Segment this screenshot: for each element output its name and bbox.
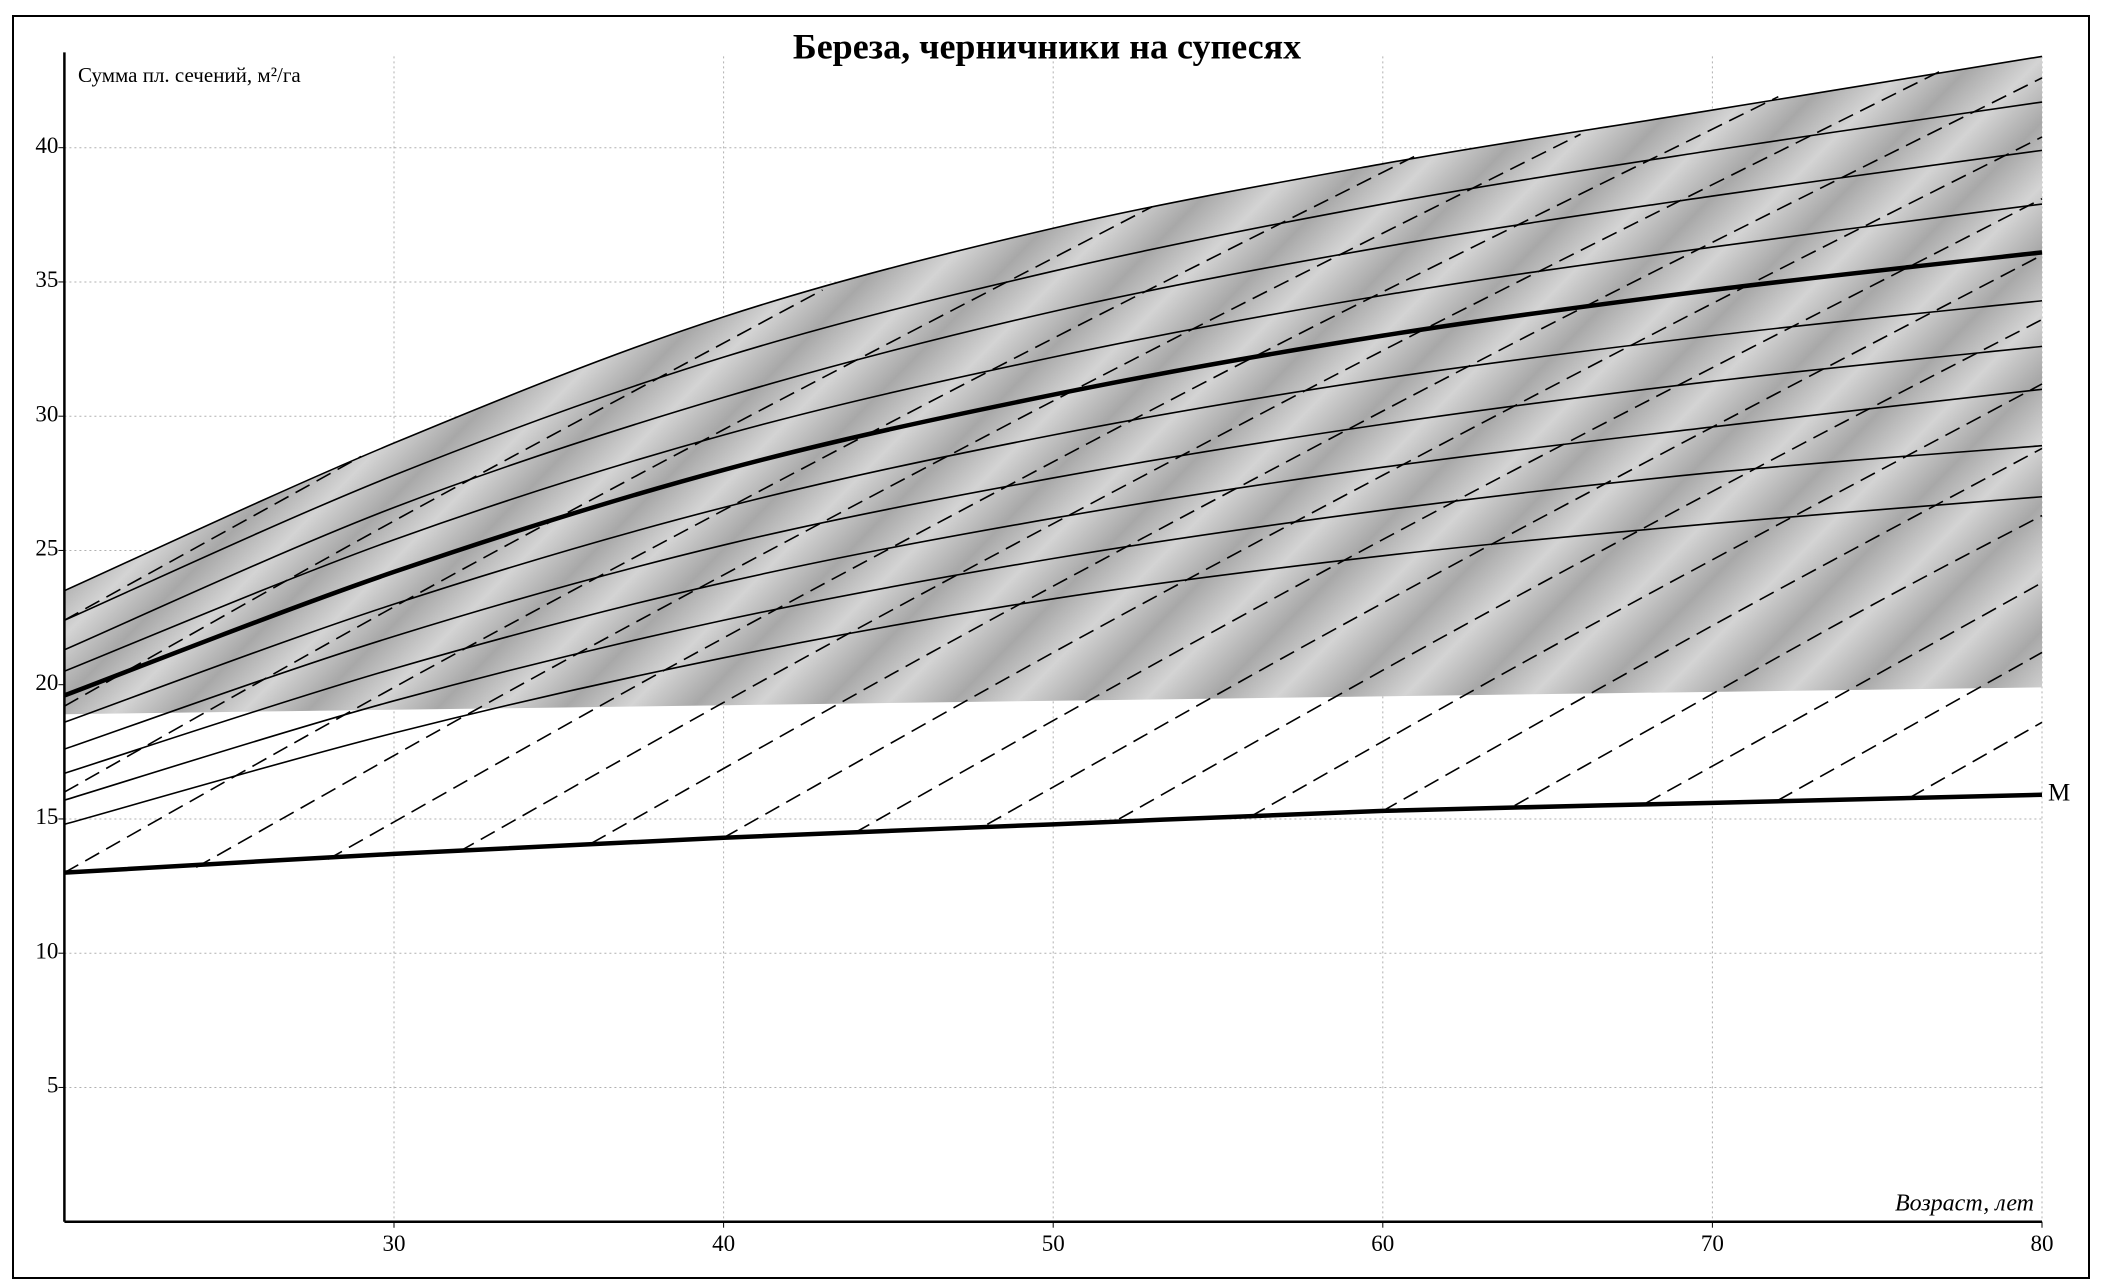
line — [64, 101, 2043, 621]
y-tick-label: 20 — [35, 670, 58, 695]
chart-title: Береза, черничники на супесях — [793, 26, 1301, 66]
dashed-line — [64, 155, 1417, 874]
dashed-line — [64, 206, 1153, 793]
x-tick-label: 30 — [383, 1231, 406, 1256]
line — [64, 792, 2043, 875]
dashed-line — [1909, 721, 2043, 799]
dashed-line — [195, 133, 1581, 868]
line — [64, 299, 2043, 724]
dashed-line — [327, 95, 1779, 860]
y-tick-label: 10 — [35, 938, 58, 963]
y-tick-label: 35 — [35, 267, 58, 292]
y-tick-label: 30 — [35, 401, 58, 426]
dashed-line — [1250, 383, 2043, 817]
line — [64, 149, 2043, 651]
dashed-line — [1777, 651, 2043, 801]
y-tick-label: 15 — [35, 804, 58, 829]
line-label: M — [2048, 780, 2070, 807]
dashed-line — [1646, 581, 2043, 804]
dashed-line — [723, 136, 2043, 839]
dashed-line — [855, 197, 2043, 834]
dashed-line — [459, 69, 1944, 852]
line — [64, 495, 2043, 826]
x-tick-label: 60 — [1371, 1231, 1394, 1256]
dashed-line — [64, 455, 362, 621]
y-tick-label: 25 — [35, 536, 58, 561]
dashed-line — [1514, 514, 2043, 807]
line — [64, 203, 2043, 673]
y-axis-label: Сумма пл. сечений, м²/га — [78, 63, 301, 87]
line — [64, 55, 2043, 592]
plot-area: 5 10 15 20 25 30 35 40 30 40 50 60 70 80 M — [35, 52, 2070, 1256]
line — [64, 444, 2043, 801]
frame — [12, 15, 2090, 1279]
y-tick-label: 40 — [35, 133, 58, 158]
dashed-line — [591, 77, 2043, 844]
x-tick-label: 70 — [1701, 1231, 1724, 1256]
line — [64, 345, 2043, 750]
line — [63, 250, 2043, 698]
dashed-line — [1382, 447, 2043, 812]
x-tick-label: 50 — [1042, 1231, 1065, 1256]
x-tick-label: 40 — [712, 1231, 735, 1256]
dashed-line — [64, 289, 823, 707]
x-axis-label: Возраст, лет — [1895, 1191, 2034, 1217]
y-tick-label: 5 — [47, 1073, 59, 1098]
dashed-line — [1118, 318, 2043, 820]
x-tick-label: 80 — [2031, 1231, 2054, 1256]
dashed-line — [986, 254, 2043, 826]
